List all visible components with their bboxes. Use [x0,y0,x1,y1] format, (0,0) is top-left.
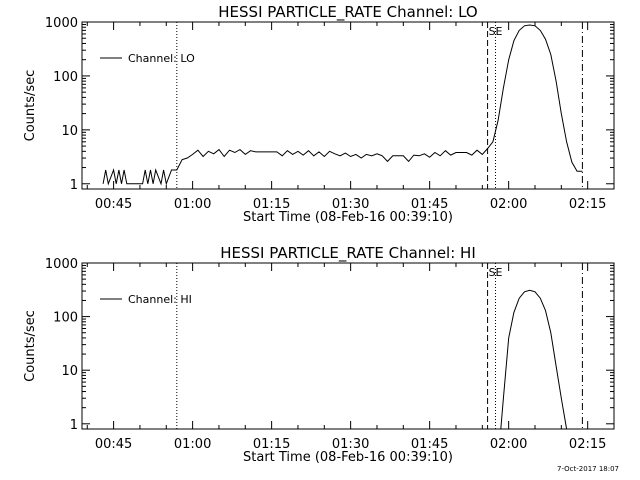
x-axis-label: Start Time (08-Feb-16 00:39:10) [243,450,453,465]
y-tick-label: 1 [70,178,78,193]
x-tick-label: 01:00 [174,197,211,212]
x-tick-label: 02:15 [569,437,606,452]
y-tick-label: 10 [61,364,78,379]
x-axis-label: Start Time (08-Feb-16 00:39:10) [243,210,453,225]
x-tick-label: 02:15 [569,197,606,212]
x-tick-label: 00:45 [95,437,132,452]
x-tick-label: 01:15 [253,197,290,212]
y-axis-label: Counts/sec [23,70,38,142]
legend-label: Channel: HI [128,293,192,306]
chart-panel-2: HESSI PARTICLE_RATE Channel: HI 00:45 01:0… [23,244,615,465]
y-tick-label: 1 [70,418,78,433]
y-axis-label: Counts/sec [23,310,38,382]
legend-label: Channel: LO [128,52,195,65]
series-line [500,289,568,430]
x-tick-label: 01:30 [332,437,369,452]
y-tick-label: 100 [53,70,78,85]
y-tick-label: 100 [53,311,78,326]
series-line [102,24,583,186]
generation-timestamp: 7-Oct-2017 18:07 [557,465,620,473]
x-tick-label: 01:15 [253,437,290,452]
y-tick-label: 1000 [45,257,78,272]
chart-title: HESSI PARTICLE_RATE Channel: LO [218,3,477,22]
x-tick-label: 02:00 [490,197,527,212]
chart-panel-1: HESSI PARTICLE_RATE Channel: LO 00:45 01:0… [23,3,615,225]
x-tick-label: 01:30 [332,197,369,212]
x-tick-label: 01:45 [411,197,448,212]
x-tick-label: 01:00 [174,437,211,452]
y-tick-label: 10 [61,124,78,139]
chart-title: HESSI PARTICLE_RATE Channel: HI [220,244,476,263]
plot-frame [81,21,615,190]
x-tick-label: 01:45 [411,437,448,452]
x-tick-label: 02:00 [490,437,527,452]
x-tick-label: 00:45 [95,197,132,212]
y-tick-label: 1000 [45,16,78,31]
plot-frame [81,262,615,430]
